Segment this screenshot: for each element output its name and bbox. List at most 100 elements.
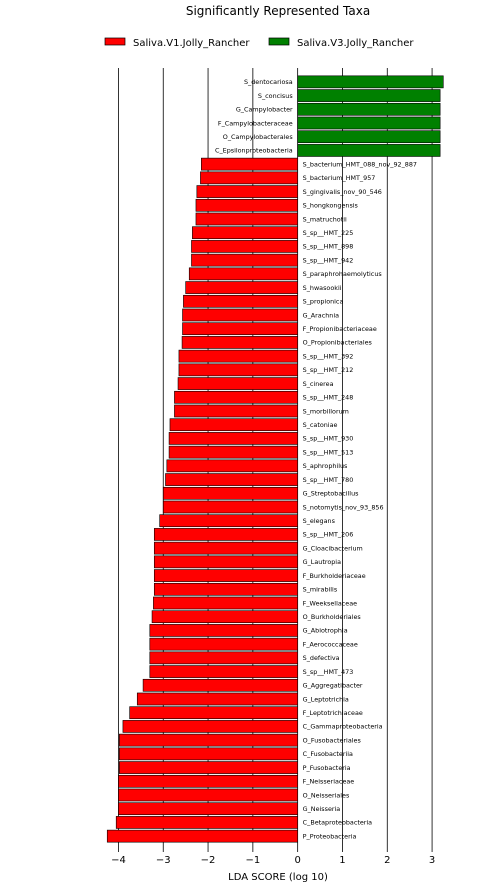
bars: [106, 75, 444, 843]
bar: [195, 198, 298, 212]
bar-label: S_bacterium_HMT_088_nov_92_887: [303, 160, 417, 168]
bar: [115, 816, 298, 829]
bar: [166, 459, 298, 473]
x-tick-label: 0: [294, 855, 300, 866]
bar-label: S_bacterium_HMT_957: [303, 174, 376, 182]
bar-label: G_Leptotrichia: [303, 695, 349, 703]
bar: [118, 774, 298, 788]
bar-label: F_Propionibacteriaceae: [303, 325, 377, 333]
x-axis: −4 −3 −2 −1 0 1 2 3: [111, 848, 435, 866]
bar-label: G_Abiotrophia: [303, 627, 348, 635]
bar: [168, 432, 298, 445]
bar-label: S_propionica: [303, 298, 344, 306]
bar-label: O_Fusobacteriales: [303, 736, 362, 744]
bar: [153, 569, 298, 582]
bar: [153, 596, 298, 610]
bar-label: G_Lautropia: [303, 558, 341, 566]
bar: [297, 116, 441, 130]
bar-label: G_Cloacibacterium: [303, 544, 363, 552]
bar-label: S_catoniae: [303, 421, 338, 429]
bar: [168, 445, 298, 459]
bar: [153, 528, 298, 541]
x-tick-label: 1: [339, 855, 345, 866]
bar-label: F_Campylobacteraceae: [218, 119, 293, 127]
bar-label: S_defectiva: [303, 654, 340, 662]
bar-label: S_sp__HMT_392: [303, 352, 354, 360]
bar-label: C_Fusobacteriia: [303, 750, 353, 758]
bar-label: S_matruchotii: [303, 215, 347, 223]
x-tick-label: −4: [111, 855, 126, 866]
bar: [142, 678, 298, 692]
bar: [177, 377, 298, 390]
bar: [297, 130, 441, 144]
bar: [185, 281, 298, 294]
bar: [149, 624, 298, 637]
bar: [196, 185, 298, 198]
bar: [106, 829, 298, 843]
bar: [129, 706, 298, 720]
bar: [200, 171, 298, 185]
bar-label: S_sp__HMT_780: [303, 476, 354, 484]
bar: [136, 692, 298, 706]
bar-label: C_Betaproteobacteria: [303, 819, 373, 827]
bar-label: F_Leptotrichiaceae: [303, 709, 363, 717]
bar-label: S_sp__HMT_513: [303, 448, 354, 456]
bar: [159, 514, 298, 528]
bar: [151, 610, 298, 624]
bar-label: S_notomytis_nov_93_856: [303, 503, 384, 511]
x-tick-label: 3: [429, 855, 435, 866]
bar-label: S_sp__HMT_248: [303, 394, 354, 402]
bar-label: S_sp__HMT_473: [303, 668, 354, 676]
legend: Saliva.V1.Jolly_Rancher Saliva.V3.Jolly_…: [104, 37, 414, 49]
bar: [153, 541, 298, 555]
chart-title: Significantly Represented Taxa: [186, 4, 370, 18]
bar-label: S_hwasookii: [303, 284, 342, 292]
bar: [119, 747, 298, 761]
bar: [174, 390, 298, 404]
bar-label: C_Gammaproteobacteria: [303, 723, 383, 731]
bar-label: G_Streptobacillus: [303, 490, 359, 498]
bar-label: S_cinerea: [303, 380, 334, 388]
legend-swatch-v1: [104, 37, 126, 46]
bar-label: S_dentocariosa: [244, 78, 293, 86]
bar: [169, 418, 298, 432]
bar-label: P_Proteobacteria: [303, 832, 357, 840]
bar-label: F_Burkholderiaceae: [303, 572, 366, 580]
bar-label: P_Fusobacteria: [303, 764, 351, 772]
bar: [153, 555, 298, 569]
bar-label: F_Neisseriaceae: [303, 778, 355, 786]
bar: [195, 212, 298, 226]
bar-label: S_concisus: [258, 92, 293, 100]
bar-label: S_paraphrohaemolyticus: [303, 270, 383, 278]
bar-label: S_hongkongensis: [303, 202, 359, 210]
x-tick-label: −3: [156, 855, 171, 866]
x-tick-label: −2: [201, 855, 216, 866]
bar-label: G_Campylobacter: [236, 106, 293, 114]
bar: [297, 75, 444, 89]
bar: [162, 486, 298, 500]
bar-label: O_Neisseriales: [303, 791, 350, 799]
legend-label-v1: Saliva.V1.Jolly_Rancher: [133, 38, 250, 49]
bar: [178, 349, 298, 363]
bar: [297, 144, 441, 157]
bar: [182, 308, 298, 322]
bar: [122, 720, 298, 733]
bar: [165, 473, 298, 486]
bar-label: S_sp__HMT_225: [303, 229, 354, 237]
bar: [153, 582, 298, 596]
bar-label: S_sp__HMT_930: [303, 435, 354, 443]
bar: [188, 267, 298, 281]
x-tick-label: −1: [245, 855, 260, 866]
bar-label: S_morbillorum: [303, 407, 349, 415]
bar: [201, 157, 298, 171]
bar-label: S_mirabilis: [303, 586, 338, 594]
bar: [297, 102, 441, 116]
bar: [191, 253, 298, 267]
bar: [162, 500, 298, 514]
bar: [297, 89, 441, 102]
x-tick-label: 2: [384, 855, 390, 866]
x-axis-label: LDA SCORE (log 10): [228, 872, 328, 883]
bar: [182, 322, 298, 336]
bar: [149, 651, 298, 665]
bar: [119, 733, 298, 747]
